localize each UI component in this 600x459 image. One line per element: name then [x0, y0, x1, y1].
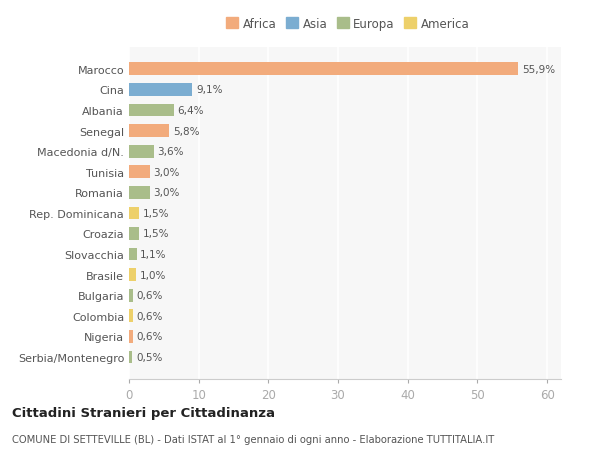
Text: 1,1%: 1,1%	[140, 250, 167, 259]
Text: 6,4%: 6,4%	[177, 106, 203, 116]
Bar	[129, 289, 133, 302]
Bar	[129, 310, 133, 323]
Bar	[129, 248, 137, 261]
Text: 1,0%: 1,0%	[139, 270, 166, 280]
Bar	[129, 84, 193, 96]
Bar	[129, 207, 139, 220]
Text: 9,1%: 9,1%	[196, 85, 223, 95]
Text: 3,0%: 3,0%	[154, 188, 180, 198]
Text: 55,9%: 55,9%	[522, 65, 555, 74]
Text: 3,6%: 3,6%	[158, 147, 184, 157]
Text: 5,8%: 5,8%	[173, 126, 199, 136]
Legend: Africa, Asia, Europa, America: Africa, Asia, Europa, America	[221, 13, 475, 35]
Text: 1,5%: 1,5%	[143, 229, 169, 239]
Text: 0,6%: 0,6%	[137, 291, 163, 301]
Text: COMUNE DI SETTEVILLE (BL) - Dati ISTAT al 1° gennaio di ogni anno - Elaborazione: COMUNE DI SETTEVILLE (BL) - Dati ISTAT a…	[12, 434, 494, 444]
Bar	[129, 63, 518, 76]
Bar	[129, 228, 139, 241]
Text: Cittadini Stranieri per Cittadinanza: Cittadini Stranieri per Cittadinanza	[12, 406, 275, 419]
Text: 1,5%: 1,5%	[143, 208, 169, 218]
Bar	[129, 166, 150, 179]
Bar	[129, 330, 133, 343]
Bar	[129, 125, 169, 138]
Bar	[129, 146, 154, 158]
Bar	[129, 351, 133, 364]
Bar	[129, 104, 173, 117]
Text: 0,6%: 0,6%	[137, 311, 163, 321]
Text: 3,0%: 3,0%	[154, 168, 180, 177]
Bar	[129, 269, 136, 281]
Text: 0,6%: 0,6%	[137, 332, 163, 341]
Bar	[129, 186, 150, 199]
Text: 0,5%: 0,5%	[136, 353, 163, 362]
